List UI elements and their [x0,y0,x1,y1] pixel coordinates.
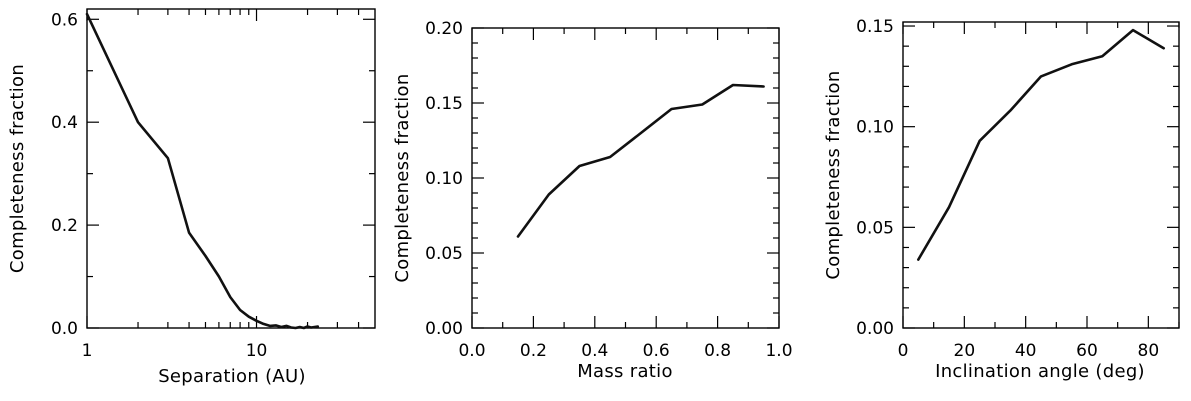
x-axis-label: Separation (AU) [158,366,306,387]
x-tick-label: 40 [1015,341,1037,361]
y-tick-label: 0.2 [51,216,78,236]
x-tick-label: 0 [898,341,909,361]
x-tick-label: 10 [246,341,268,361]
plot-frame [902,21,1180,329]
y-tick-label: 0.4 [51,113,78,133]
y-tick-label: 0.10 [425,169,463,189]
y-tick-label: 0.0 [51,319,78,339]
y-tick-label: 0.05 [425,244,463,264]
series-line [85,12,320,330]
y-tick-label: 0.15 [856,17,894,37]
y-tick-label: 0.10 [856,118,894,138]
y-tick-label: 0.15 [425,94,463,114]
y-axis-label: Completeness fraction [392,73,413,282]
x-tick-label: 0.8 [704,341,731,361]
x-tick-label: 0.2 [520,341,547,361]
x-tick-label: 1.0 [765,341,792,361]
series-line [516,83,765,238]
y-tick-label: 0.20 [425,19,463,39]
y-tick-label: 0.00 [425,319,463,339]
plot-frame [86,8,376,329]
x-tick-label: 0.4 [581,341,608,361]
chart-panel-2: 0.00 0.05 0.10 0.15 0.20 0.0 0.2 0.4 0.6 0.8 1.0 Ma… [392,19,793,382]
plot-frame [471,27,780,329]
y-axis-label: Completeness fraction [823,70,844,279]
x-tick-label: 20 [954,341,976,361]
y-tick-label: 0.05 [856,218,894,238]
series-line [916,28,1165,261]
x-tick-label: 80 [1138,341,1160,361]
x-tick-label: 0.0 [458,341,485,361]
y-tick-label: 0.6 [51,10,78,30]
x-axis-label: Inclination angle (deg) [935,361,1145,382]
x-axis-label: Mass ratio [577,361,673,382]
y-axis-label: Completeness fraction [7,64,28,273]
x-tick-label: 0.6 [643,341,670,361]
x-tick-label: 60 [1076,341,1098,361]
y-tick-label: 0.00 [856,319,894,339]
x-tick-label: 1 [82,341,93,361]
chart-panel-1: 0.0 0.2 0.4 0.6 1 10 Separation (AU) Completene… [7,8,376,387]
